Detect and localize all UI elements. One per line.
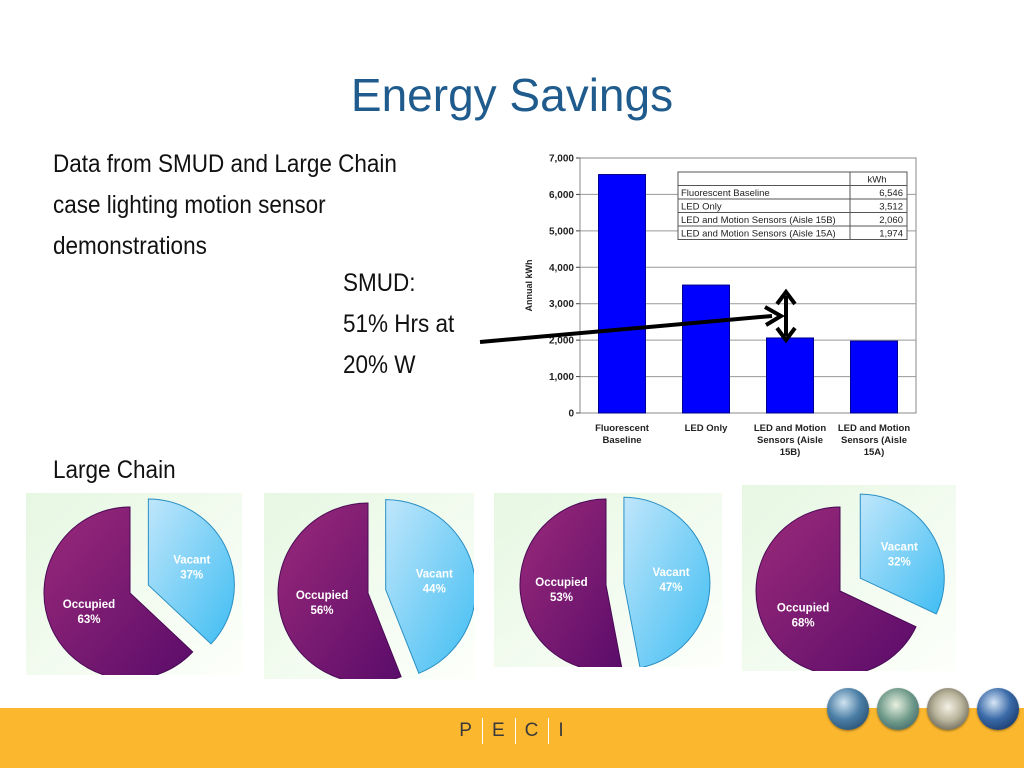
bar	[766, 337, 814, 414]
x-tick-label: 15A)	[864, 447, 885, 458]
pie-value-occupied: 53%	[550, 592, 573, 604]
table-row-label: LED Only	[681, 202, 722, 213]
intro-line: Data from SMUD and Large Chain	[53, 150, 397, 178]
x-tick-label: Sensors (Aisle	[757, 435, 823, 446]
pie-chart-3: Vacant 47% Occupied 53%	[494, 493, 722, 667]
pie-label-vacant: Vacant	[416, 568, 453, 580]
pie-slice-vacant	[623, 496, 711, 667]
logo-letter: I	[558, 720, 565, 741]
pie-label-occupied: Occupied	[777, 602, 829, 614]
intro-text: Data from SMUD and Large Chain case ligh…	[53, 144, 485, 267]
y-tick-label: 3,000	[549, 299, 574, 310]
pie-slice-occupied	[755, 506, 917, 671]
decorative-photo-circle	[927, 688, 969, 730]
pie-value-occupied: 68%	[792, 617, 815, 629]
pie-label-vacant: Vacant	[881, 541, 918, 553]
pie-value-vacant: 47%	[659, 582, 682, 594]
x-tick-label: 15B)	[780, 447, 801, 458]
smud-line: SMUD:	[343, 269, 416, 297]
logo-letter: E	[491, 720, 506, 741]
y-tick-label: 5,000	[549, 226, 574, 237]
decorative-photo-circle	[827, 688, 869, 730]
data-table	[677, 171, 908, 240]
pie-slice-occupied	[43, 506, 194, 675]
pie-label-vacant: Vacant	[652, 567, 689, 579]
y-tick-label: 4,000	[549, 263, 574, 274]
intro-line: demonstrations	[53, 232, 207, 260]
bar	[598, 174, 646, 414]
pie-value-vacant: 32%	[888, 556, 911, 568]
table-row-label: Fluorescent Baseline	[681, 188, 770, 199]
pie-label-vacant: Vacant	[173, 554, 210, 566]
pie-label-occupied: Occupied	[535, 577, 587, 589]
bar	[682, 284, 730, 414]
pie-slice-vacant	[859, 493, 945, 615]
bar-chart: 0 1,000 2,000 3,000 4,000 5,000 6,000 7,000 Annu…	[524, 154, 917, 458]
x-tick-label: LED and Motion	[838, 423, 910, 434]
pie-chart-2: Vacant 44% Occupied 56%	[264, 493, 474, 679]
x-tick-label: LED and Motion	[754, 423, 826, 434]
table-row-value: 3,512	[879, 202, 903, 213]
logo-letter: P	[459, 720, 473, 741]
table-row-value: 6,546	[879, 188, 903, 199]
pie-chart-4: Vacant 32% Occupied 68%	[742, 485, 956, 671]
smud-line: 20% W	[343, 351, 416, 379]
smud-line: 51% Hrs at	[343, 310, 455, 338]
decorative-photo-circle	[877, 688, 919, 730]
pie-label-occupied: Occupied	[296, 590, 348, 602]
table-header: kWh	[868, 175, 887, 186]
pie-value-occupied: 63%	[77, 614, 100, 626]
pie-value-vacant: 44%	[423, 583, 446, 595]
table-row-label: LED and Motion Sensors (Aisle 15A)	[681, 229, 836, 240]
pie-slice-occupied	[519, 498, 623, 667]
y-tick-label: 7,000	[549, 154, 574, 165]
decorative-photo-circle	[977, 688, 1019, 730]
logo-letter: C	[524, 720, 540, 741]
intro-line: case lighting motion sensor	[53, 191, 326, 219]
table-row-value: 2,060	[879, 215, 903, 226]
x-tick-label: Fluorescent	[595, 423, 650, 434]
x-tick-label: Sensors (Aisle	[841, 435, 907, 446]
bar	[850, 340, 898, 414]
pie-slice-vacant	[385, 499, 474, 674]
y-tick-label: 6,000	[549, 190, 574, 201]
x-tick-label: LED Only	[685, 423, 728, 434]
table-row-value: 1,974	[879, 229, 903, 240]
smud-annotation: SMUD: 51% Hrs at 20% W	[343, 263, 454, 386]
pie-value-vacant: 37%	[180, 569, 203, 581]
pie-value-occupied: 56%	[311, 605, 334, 617]
slide-title: Energy Savings	[350, 69, 674, 121]
pie-slice-occupied	[277, 502, 402, 679]
pie-slice-vacant	[147, 498, 235, 645]
large-chain-label: Large Chain	[53, 456, 176, 484]
y-tick-label: 0	[568, 409, 574, 420]
y-axis-label: Annual kWh	[524, 260, 534, 312]
x-tick-label: Baseline	[602, 435, 641, 446]
y-tick-label: 1,000	[549, 372, 574, 383]
table-row-label: LED and Motion Sensors (Aisle 15B)	[681, 215, 836, 226]
pie-chart-1: Vacant 37% Occupied 63%	[26, 493, 242, 675]
y-tick-label: 2,000	[549, 336, 574, 347]
pie-label-occupied: Occupied	[63, 599, 115, 611]
